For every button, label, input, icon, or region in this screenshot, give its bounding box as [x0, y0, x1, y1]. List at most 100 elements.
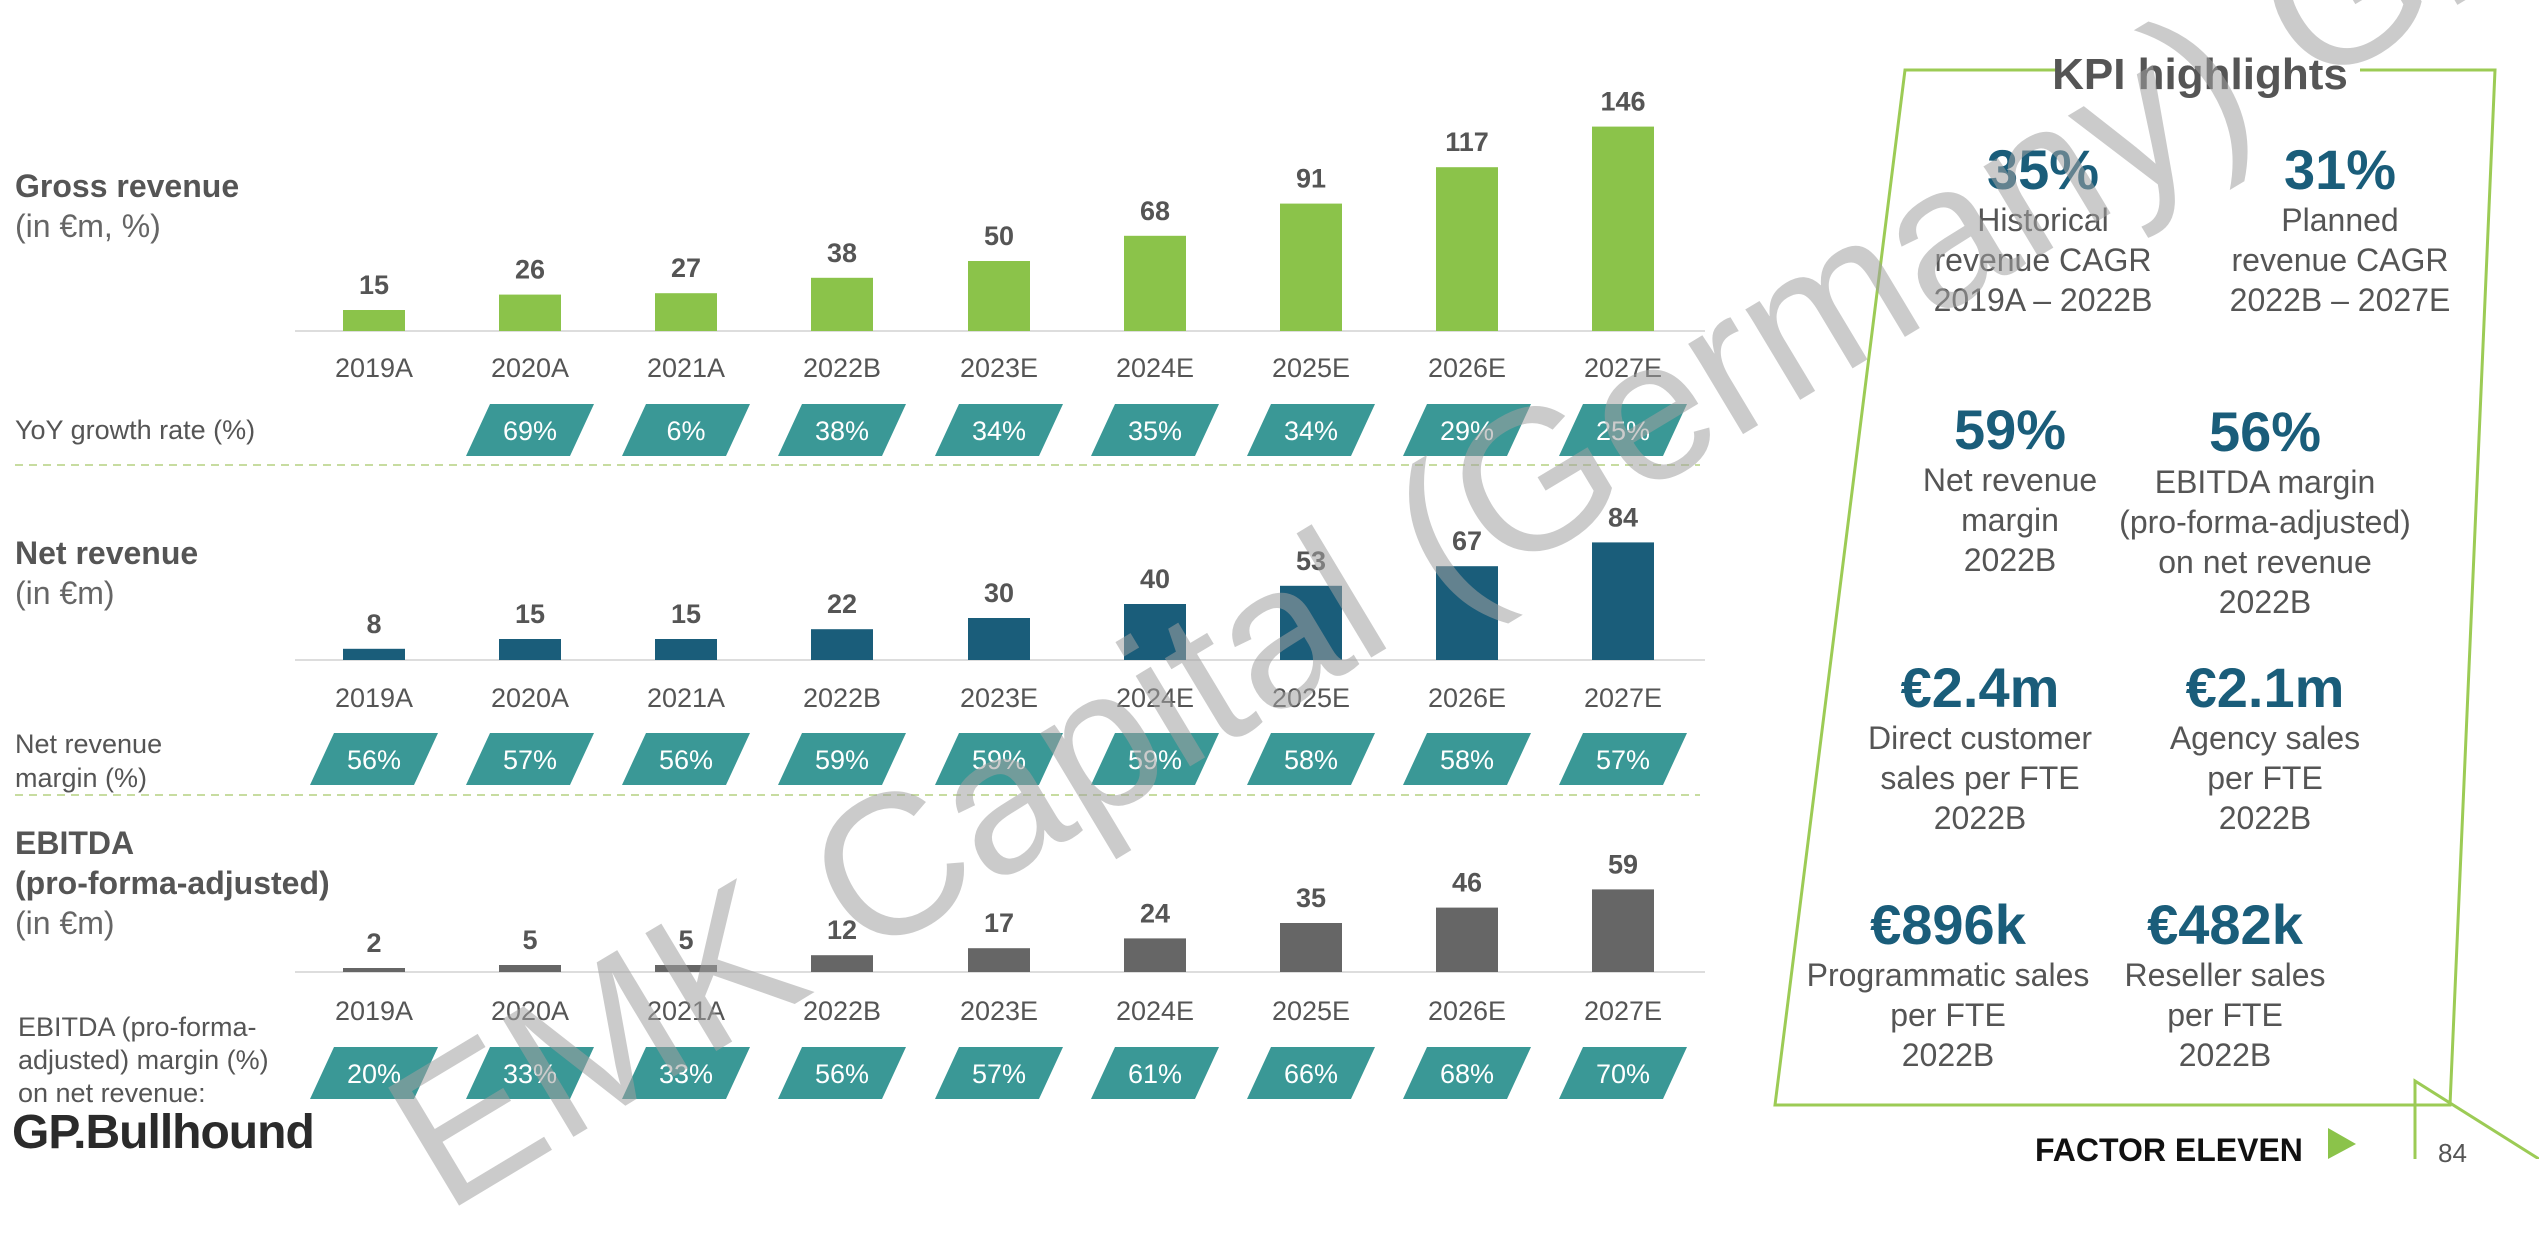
kpi-description: per FTE	[2207, 760, 2323, 796]
ebitda-rate-badge	[1247, 1047, 1375, 1099]
kpi-description: 2022B – 2027E	[2229, 282, 2451, 318]
kpi-value: €482k	[2147, 893, 2303, 956]
ebitda-bar	[1436, 907, 1498, 972]
gross-year-label: 2020A	[491, 353, 569, 383]
ebitda-year-label: 2022B	[803, 996, 881, 1026]
ebitda-rate-label: 68%	[1440, 1059, 1494, 1089]
ebitda-value-label: 46	[1452, 868, 1482, 898]
kpi-value: €2.1m	[2185, 656, 2345, 719]
kpi-value: €2.4m	[1900, 656, 2060, 719]
net-bar	[968, 618, 1030, 660]
ebitda-title-2: (pro-forma-adjusted)	[15, 865, 330, 901]
gross-rate-label: 35%	[1128, 416, 1182, 446]
kpi-description: margin	[1961, 502, 2059, 538]
ebitda-bar	[499, 965, 561, 972]
net-bar	[1436, 566, 1498, 660]
ebitda-bar	[343, 968, 405, 972]
kpi-frame	[1773, 68, 2497, 1107]
net-year-label: 2022B	[803, 683, 881, 713]
net-year-label: 2023E	[960, 683, 1038, 713]
kpi-title: KPI highlights	[2052, 50, 2348, 99]
gross-year-label: 2027E	[1584, 353, 1662, 383]
ebitda-rate-badge	[1091, 1047, 1219, 1099]
ebitda-bar	[811, 955, 873, 972]
kpi-description: Agency sales	[2169, 720, 2361, 756]
gross-rate-badge	[778, 404, 906, 456]
gross-rate-label: 38%	[815, 416, 869, 446]
net-margin-label-2: margin (%)	[15, 763, 148, 793]
ebitda-margin-label-2: adjusted) margin (%)	[18, 1045, 269, 1075]
ebitda-year-label: 2025E	[1272, 996, 1350, 1026]
net-rate-badge	[1403, 733, 1531, 785]
net-rate-badge	[1091, 733, 1219, 785]
net-rate-badge	[622, 733, 750, 785]
gross-bar	[811, 277, 873, 331]
net-value-label: 30	[984, 578, 1014, 608]
gross-bar	[1124, 235, 1186, 331]
gross-rate-badge	[622, 404, 750, 456]
net-value-label: 84	[1608, 502, 1638, 532]
gross-value-label: 26	[515, 255, 545, 285]
ebitda-rate-badge	[935, 1047, 1063, 1099]
gross-bar	[968, 261, 1030, 331]
gross-value-label: 146	[1600, 87, 1645, 117]
net-rate-badge	[466, 733, 594, 785]
kpi-value: 56%	[2208, 400, 2322, 463]
net-rate-badge	[935, 733, 1063, 785]
net-year-label: 2021A	[647, 683, 725, 713]
net-rate-label: 58%	[1440, 745, 1494, 775]
gross-rate-label: 69%	[503, 416, 557, 446]
net-bar	[1124, 604, 1186, 660]
kpi-description: Historical	[1977, 202, 2109, 238]
net-year-label: 2024E	[1116, 683, 1194, 713]
gross-revenue-subtitle: (in €m, %)	[15, 208, 161, 244]
ebitda-rate-badge	[310, 1047, 438, 1099]
ebitda-rate-label: 56%	[815, 1059, 869, 1089]
kpi-description: EBITDA margin	[2154, 464, 2376, 500]
net-bar	[499, 639, 561, 660]
ebitda-value-label: 35	[1296, 883, 1326, 913]
net-rate-label: 58%	[1284, 745, 1338, 775]
gross-year-label: 2022B	[803, 353, 881, 383]
kpi-description: revenue CAGR	[1934, 242, 2152, 278]
net-bar	[343, 648, 405, 660]
net-rate-badge	[1559, 733, 1687, 785]
kpi-description: 2022B	[1963, 542, 2057, 578]
ebitda-value-label: 59	[1608, 849, 1638, 879]
ebitda-value-label: 24	[1140, 898, 1170, 928]
ebitda-rate-label: 66%	[1284, 1059, 1338, 1089]
net-rate-badge	[310, 733, 438, 785]
ebitda-value-label: 5	[678, 925, 693, 955]
ebitda-value-label: 2	[366, 928, 381, 958]
kpi-description: Direct customer	[1867, 720, 2093, 756]
net-value-label: 22	[827, 589, 857, 619]
kpi-description: (pro-forma-adjusted)	[2119, 504, 2411, 540]
factor-eleven-logo: FACTOR ELEVEN	[2035, 1132, 2303, 1168]
gross-rate-badge	[1403, 404, 1531, 456]
gross-value-label: 91	[1296, 164, 1326, 194]
net-rate-label: 59%	[815, 745, 869, 775]
gross-rate-badge	[1091, 404, 1219, 456]
net-revenue-title: Net revenue	[15, 535, 199, 571]
kpi-description: Programmatic sales	[1806, 957, 2090, 993]
ebitda-title-1: EBITDA	[15, 825, 135, 861]
kpi-description: Net revenue	[1922, 462, 2098, 498]
net-value-label: 67	[1452, 526, 1482, 556]
net-value-label: 40	[1140, 564, 1170, 594]
ebitda-year-label: 2027E	[1584, 996, 1662, 1026]
kpi-value: 35%	[1986, 138, 2100, 201]
ebitda-subtitle: (in €m)	[15, 905, 115, 941]
ebitda-rate-label: 33%	[503, 1059, 557, 1089]
kpi-description: 2022B	[1933, 800, 2027, 836]
ebitda-year-label: 2023E	[960, 996, 1038, 1026]
kpi-value: €896k	[1870, 893, 2026, 956]
ebitda-value-label: 17	[984, 908, 1014, 938]
gross-year-label: 2026E	[1428, 353, 1506, 383]
ebitda-year-label: 2021A	[647, 996, 725, 1026]
gross-rate-badge	[1559, 404, 1687, 456]
net-year-label: 2027E	[1584, 683, 1662, 713]
gross-year-label: 2025E	[1272, 353, 1350, 383]
kpi-description: Planned	[2281, 202, 2399, 238]
net-bar	[811, 629, 873, 660]
factor-eleven-arrow-icon	[2328, 1128, 2356, 1159]
